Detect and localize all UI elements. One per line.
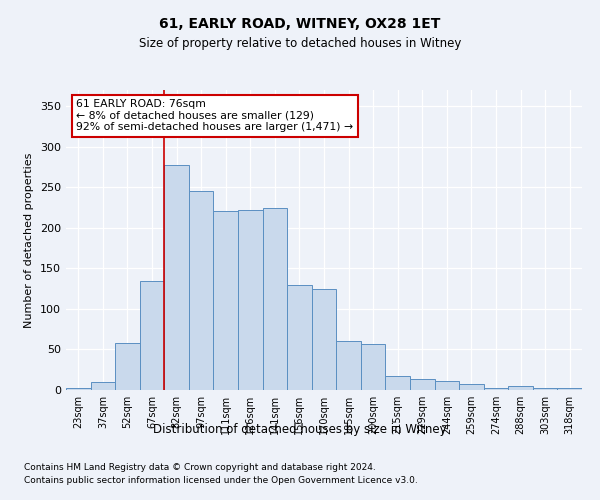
Text: Contains public sector information licensed under the Open Government Licence v3: Contains public sector information licen… [24, 476, 418, 485]
Bar [361, 344, 385, 390]
Text: 61, EARLY ROAD, WITNEY, OX28 1ET: 61, EARLY ROAD, WITNEY, OX28 1ET [160, 18, 440, 32]
Bar [410, 378, 434, 390]
Bar [459, 384, 484, 390]
Bar [91, 382, 115, 390]
Bar [214, 211, 238, 390]
Text: Distribution of detached houses by size in Witney: Distribution of detached houses by size … [153, 422, 447, 436]
Text: 61 EARLY ROAD: 76sqm
← 8% of detached houses are smaller (129)
92% of semi-detac: 61 EARLY ROAD: 76sqm ← 8% of detached ho… [76, 99, 353, 132]
Bar [434, 381, 459, 390]
Text: Contains HM Land Registry data © Crown copyright and database right 2024.: Contains HM Land Registry data © Crown c… [24, 462, 376, 471]
Bar [238, 210, 263, 390]
Y-axis label: Number of detached properties: Number of detached properties [25, 152, 34, 328]
Bar [189, 192, 214, 390]
Bar [66, 388, 91, 390]
Bar [287, 284, 312, 390]
Bar [164, 166, 189, 390]
Bar [385, 376, 410, 390]
Bar [115, 343, 140, 390]
Bar [484, 388, 508, 390]
Bar [557, 388, 582, 390]
Bar [336, 342, 361, 390]
Bar [508, 386, 533, 390]
Bar [533, 388, 557, 390]
Bar [312, 288, 336, 390]
Bar [263, 208, 287, 390]
Bar [140, 280, 164, 390]
Text: Size of property relative to detached houses in Witney: Size of property relative to detached ho… [139, 38, 461, 51]
